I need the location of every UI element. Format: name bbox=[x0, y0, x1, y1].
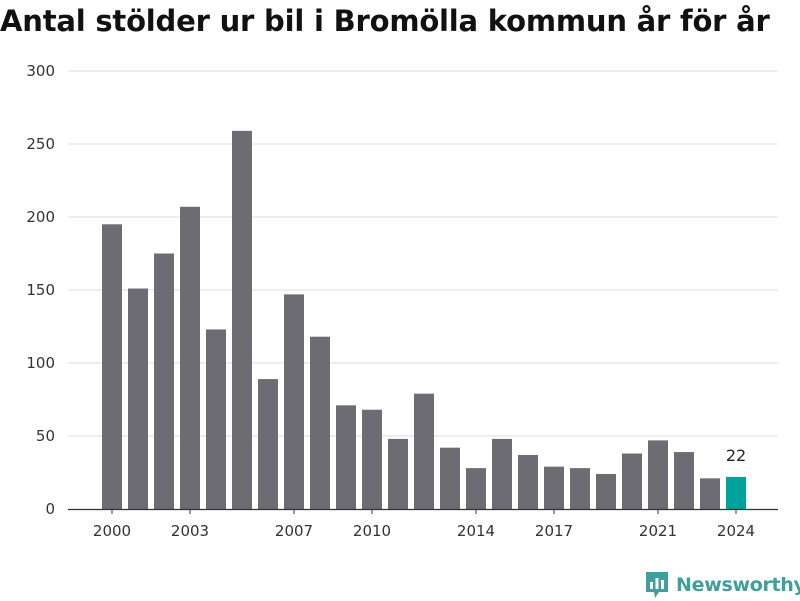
data-label-2024: 22 bbox=[726, 446, 746, 465]
x-tick-label: 2014 bbox=[457, 522, 495, 540]
bar-2013 bbox=[440, 447, 460, 509]
bars bbox=[102, 130, 746, 510]
data-labels: 22 bbox=[726, 446, 746, 465]
y-tick-label: 200 bbox=[26, 208, 55, 226]
bar-2024 bbox=[726, 476, 746, 509]
bar-2009 bbox=[336, 405, 356, 509]
bar-2002 bbox=[154, 253, 174, 509]
y-tick-label: 300 bbox=[26, 62, 55, 80]
y-tick-label: 50 bbox=[36, 427, 55, 445]
bar-2008 bbox=[310, 336, 330, 509]
newsworthy-logo-icon bbox=[646, 572, 668, 598]
bar-2001 bbox=[128, 288, 148, 509]
bar-2007 bbox=[284, 294, 304, 509]
newsworthy-brand: Newsworthy bbox=[644, 569, 800, 601]
grid-lines bbox=[68, 70, 778, 437]
bar-2006 bbox=[258, 379, 278, 509]
bar-2005 bbox=[232, 130, 252, 510]
bar-2003 bbox=[180, 206, 200, 509]
bar-2023 bbox=[700, 478, 720, 509]
bar-2015 bbox=[492, 438, 512, 509]
bar-2000 bbox=[102, 224, 122, 510]
x-tick-label: 2021 bbox=[639, 522, 677, 540]
y-tick-label: 150 bbox=[26, 281, 55, 299]
x-tick-label: 2007 bbox=[275, 522, 313, 540]
bar-2012 bbox=[414, 393, 434, 509]
x-axis-ticks: 2000 2003 2007 2010 2014 2017 2021 2024 bbox=[68, 508, 778, 540]
x-tick-label: 2000 bbox=[93, 522, 131, 540]
bar-2011 bbox=[388, 438, 408, 509]
bar-2021 bbox=[648, 440, 668, 509]
chart-title: Antal stölder ur bil i Bromölla kommun å… bbox=[0, 4, 770, 38]
x-tick-label: 2017 bbox=[535, 522, 573, 540]
y-axis-ticks: 0 50 100 150 200 250 300 bbox=[26, 62, 55, 518]
bar-2010 bbox=[362, 409, 382, 509]
x-tick-label: 2024 bbox=[717, 522, 755, 540]
bar-2016 bbox=[518, 454, 538, 509]
bar-2004 bbox=[206, 329, 226, 509]
bar-2017 bbox=[544, 466, 564, 509]
bar-2022 bbox=[674, 452, 694, 509]
y-tick-label: 250 bbox=[26, 135, 55, 153]
brand-name: Newsworthy bbox=[676, 574, 800, 596]
y-tick-label: 100 bbox=[26, 354, 55, 372]
bar-2018 bbox=[570, 468, 590, 509]
bar-2020 bbox=[622, 453, 642, 509]
bar-2019 bbox=[596, 473, 616, 509]
bar-2014 bbox=[466, 468, 486, 509]
y-tick-label: 0 bbox=[45, 500, 55, 518]
x-tick-label: 2003 bbox=[171, 522, 209, 540]
x-tick-label: 2010 bbox=[353, 522, 391, 540]
